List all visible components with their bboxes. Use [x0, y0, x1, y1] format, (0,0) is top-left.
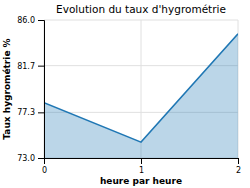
tick-mark	[141, 158, 142, 164]
x-axis: 0 1 2	[42, 158, 241, 175]
tick-label: 86.0	[17, 16, 35, 25]
axis-line	[45, 159, 239, 165]
tick-mark	[38, 158, 44, 159]
tick-label: 2	[236, 166, 241, 175]
grid-line	[141, 20, 142, 158]
tick-label: 1	[139, 166, 144, 175]
tick: 1	[139, 158, 144, 175]
tick: 73.0	[17, 154, 44, 163]
tick: 77.3	[17, 108, 44, 117]
title: Evolution du taux d'hygrométrie	[56, 3, 226, 15]
tick-label: 81.7	[17, 62, 35, 71]
y-axis: 73.0 77.3 81.7 86.0	[17, 16, 44, 163]
tick-mark	[38, 66, 44, 67]
tick-mark	[38, 20, 44, 21]
tick: 0	[42, 158, 47, 175]
tick-mark	[238, 158, 239, 164]
line	[44, 34, 238, 142]
tick: 81.7	[17, 62, 44, 71]
y-axis-title: Taux hygrométrie %	[2, 38, 12, 139]
marks	[44, 34, 238, 158]
tick: 86.0	[17, 16, 44, 25]
x-axis-title: heure par heure	[100, 176, 182, 186]
tick-label: 73.0	[17, 154, 35, 163]
chart: 0 1 2 73.0 77.3 81.7 86.0 Evolution du taux d'h…	[0, 0, 250, 188]
tick-label: 77.3	[17, 108, 35, 117]
axis-line	[38, 21, 45, 159]
grid	[44, 20, 238, 158]
plot: 0 1 2 73.0 77.3 81.7 86.0	[17, 16, 241, 175]
tick-mark	[38, 112, 44, 113]
tick: 2	[236, 158, 241, 175]
tick-label: 0	[42, 166, 47, 175]
area	[44, 34, 238, 158]
